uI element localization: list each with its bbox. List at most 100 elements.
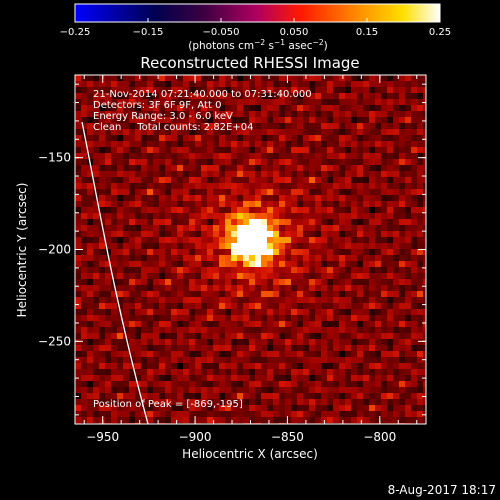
heatmap-cell: [315, 333, 321, 339]
heatmap-cell: [249, 297, 255, 303]
heatmap-cell: [309, 165, 315, 171]
heatmap-cell: [381, 405, 387, 411]
heatmap-cell: [393, 267, 399, 273]
heatmap-cell: [351, 201, 357, 207]
heatmap-cell: [369, 183, 375, 189]
heatmap-cell: [315, 357, 321, 363]
heatmap-cell: [129, 147, 135, 153]
heatmap-cell: [291, 195, 297, 201]
heatmap-cell: [111, 393, 117, 399]
heatmap-cell: [225, 75, 231, 81]
heatmap-cell: [99, 135, 105, 141]
heatmap-cell: [123, 111, 129, 117]
heatmap-cell: [237, 141, 243, 147]
heatmap-cell: [249, 351, 255, 357]
heatmap-cell: [267, 321, 273, 327]
heatmap-cell: [297, 345, 303, 351]
heatmap-cell: [261, 291, 267, 297]
heatmap-cell: [399, 99, 405, 105]
heatmap-cell: [123, 213, 129, 219]
heatmap-cell: [273, 375, 279, 381]
heatmap-cell: [225, 177, 231, 183]
heatmap-cell: [339, 231, 345, 237]
heatmap-cell: [321, 393, 327, 399]
heatmap-cell: [81, 165, 87, 171]
heatmap-cell: [369, 231, 375, 237]
heatmap-cell: [423, 93, 426, 99]
heatmap-cell: [171, 339, 177, 345]
heatmap-cell: [177, 111, 183, 117]
heatmap-cell: [303, 327, 309, 333]
heatmap-cell: [75, 387, 81, 393]
heatmap-cell: [285, 123, 291, 129]
heatmap-cell: [195, 321, 201, 327]
heatmap-cell: [261, 219, 267, 225]
heatmap-cell: [87, 411, 93, 417]
heatmap-cell: [225, 195, 231, 201]
heatmap-cell: [195, 399, 201, 405]
heatmap-cell: [201, 249, 207, 255]
heatmap-cell: [345, 165, 351, 171]
heatmap-cell: [273, 327, 279, 333]
heatmap-cell: [159, 213, 165, 219]
heatmap-cell: [411, 261, 417, 267]
heatmap-cell: [117, 93, 123, 99]
heatmap-cell: [315, 369, 321, 375]
heatmap-cell: [357, 279, 363, 285]
heatmap-cell: [105, 75, 111, 81]
heatmap-cell: [393, 303, 399, 309]
heatmap-cell: [339, 411, 345, 417]
heatmap-cell: [237, 159, 243, 165]
heatmap-cell: [375, 279, 381, 285]
heatmap-cell: [327, 273, 333, 279]
heatmap-cell: [267, 273, 273, 279]
heatmap-cell: [165, 417, 171, 423]
heatmap-cell: [405, 333, 411, 339]
heatmap-cell: [123, 393, 129, 399]
heatmap-cell: [159, 399, 165, 405]
heatmap-cell: [375, 171, 381, 177]
heatmap-cell: [357, 357, 363, 363]
heatmap-cell: [363, 327, 369, 333]
heatmap-cell: [129, 141, 135, 147]
heatmap-cell: [393, 249, 399, 255]
heatmap-cell: [117, 225, 123, 231]
heatmap-cell: [99, 237, 105, 243]
heatmap-cell: [381, 243, 387, 249]
heatmap-cell: [411, 111, 417, 117]
heatmap-cell: [75, 285, 81, 291]
heatmap-cell: [291, 111, 297, 117]
heatmap-cell: [381, 231, 387, 237]
heatmap-cell: [225, 315, 231, 321]
heatmap-cell: [381, 315, 387, 321]
heatmap-cell: [369, 153, 375, 159]
heatmap-cell: [159, 339, 165, 345]
heatmap-cell: [261, 387, 267, 393]
heatmap-cell: [327, 189, 333, 195]
heatmap-cell: [381, 177, 387, 183]
heatmap-cell: [201, 189, 207, 195]
heatmap-cell: [105, 381, 111, 387]
heatmap-cell: [81, 291, 87, 297]
heatmap-cell: [75, 321, 81, 327]
heatmap-cell: [369, 369, 375, 375]
heatmap-cell: [303, 129, 309, 135]
heatmap-cell: [153, 249, 159, 255]
heatmap-cell: [315, 99, 321, 105]
heatmap-cell: [75, 165, 81, 171]
heatmap-cell: [309, 147, 315, 153]
heatmap-cell: [255, 267, 261, 273]
heatmap-cell: [393, 237, 399, 243]
heatmap-cell: [207, 411, 213, 417]
heatmap-cell: [423, 237, 426, 243]
heatmap-cell: [339, 369, 345, 375]
heatmap-cell: [333, 309, 339, 315]
heatmap-cell: [207, 93, 213, 99]
heatmap-cell: [285, 207, 291, 213]
heatmap-cell: [339, 81, 345, 87]
heatmap-cell: [339, 225, 345, 231]
heatmap-cell: [177, 183, 183, 189]
heatmap-cell: [321, 213, 327, 219]
heatmap-cell: [315, 213, 321, 219]
heatmap-cell: [87, 111, 93, 117]
